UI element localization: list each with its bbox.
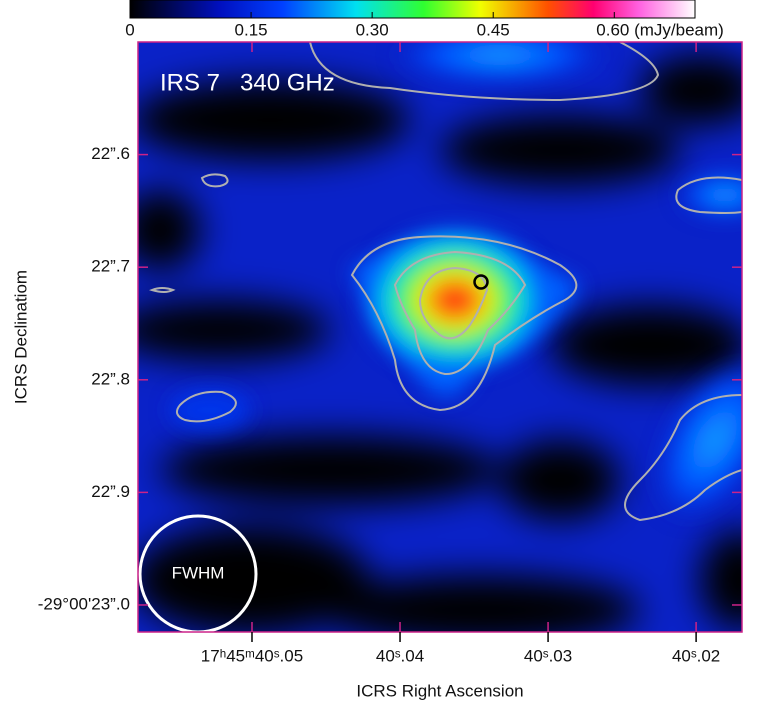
y-tick-label: -29°00'23”.0 (38, 594, 130, 613)
colorbar-tick-label: 0.30 (356, 20, 389, 39)
intensity-map (110, 25, 772, 645)
figure: FWHM IRS 7 340 GHz ICRS Right Ascension … (0, 0, 772, 710)
x-tick-label: 40ˢ.02 (672, 646, 720, 665)
colorbar-tick-label: 0 (125, 20, 134, 39)
colorbar-tick-label: 0.60 (mJy/beam) (596, 20, 724, 39)
beam-label: FWHM (172, 563, 225, 582)
x-tick-label: 40ˢ.03 (524, 646, 572, 665)
y-tick-label: 22”.9 (91, 482, 130, 501)
x-axis-label: ICRS Right Ascension (356, 681, 523, 700)
x-tick-label: 40ˢ.04 (376, 646, 424, 665)
y-tick-label: 22”.7 (91, 257, 130, 276)
colorbar (130, 0, 695, 18)
y-tick-label: 22”.8 (91, 369, 130, 388)
y-axis-label: ICRS Declinatiom (11, 270, 30, 404)
colorbar-tick-label: 0.45 (477, 20, 510, 39)
colorbar-tick-label: 0.15 (235, 20, 268, 39)
x-tick-label: 17ʰ45ᵐ40ˢ.05 (201, 646, 303, 665)
chart-title: IRS 7 340 GHz (160, 69, 335, 96)
y-tick-label: 22”.6 (91, 144, 130, 163)
